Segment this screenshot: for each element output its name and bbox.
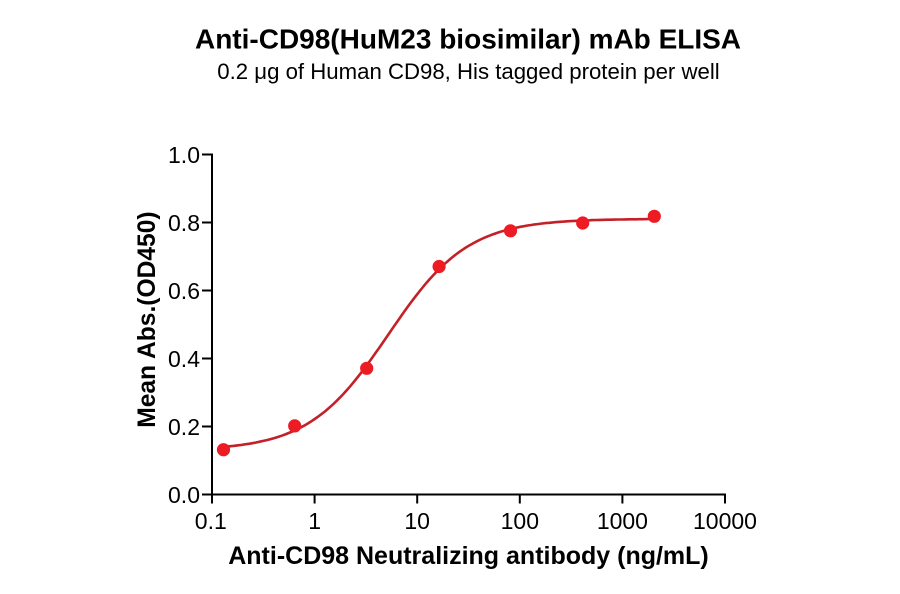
svg-text:1.0: 1.0 [168,142,200,168]
svg-text:0.6: 0.6 [168,278,200,304]
svg-text:10000: 10000 [693,508,757,534]
svg-text:Mean Abs.(OD450): Mean Abs.(OD450) [134,211,161,427]
svg-text:Anti-CD98 Neutralizing antibod: Anti-CD98 Neutralizing antibody (ng/mL) [228,542,709,570]
svg-text:0.0: 0.0 [168,482,200,508]
svg-text:100: 100 [501,508,539,534]
svg-text:0.4: 0.4 [168,346,200,372]
svg-text:1: 1 [308,508,321,534]
svg-text:0.2 μg of Human CD98, His tagg: 0.2 μg of Human CD98, His tagged protein… [217,59,719,84]
svg-text:0.2: 0.2 [168,414,200,440]
svg-text:10: 10 [404,508,430,534]
svg-text:1000: 1000 [597,508,648,534]
svg-text:0.8: 0.8 [168,210,200,236]
svg-text:0.1: 0.1 [195,508,227,534]
svg-text:Anti-CD98(HuM23 biosimilar) mA: Anti-CD98(HuM23 biosimilar) mAb ELISA [195,23,741,54]
